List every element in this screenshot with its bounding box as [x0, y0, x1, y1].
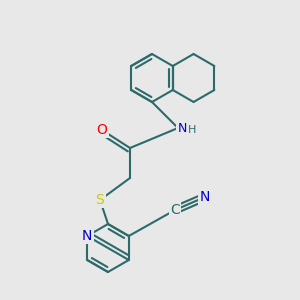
- Text: S: S: [96, 193, 104, 207]
- Text: H: H: [188, 125, 196, 135]
- Text: O: O: [97, 123, 107, 137]
- Text: N: N: [200, 190, 210, 204]
- Text: N: N: [82, 229, 92, 243]
- Text: C: C: [170, 203, 180, 217]
- Text: N: N: [177, 122, 187, 134]
